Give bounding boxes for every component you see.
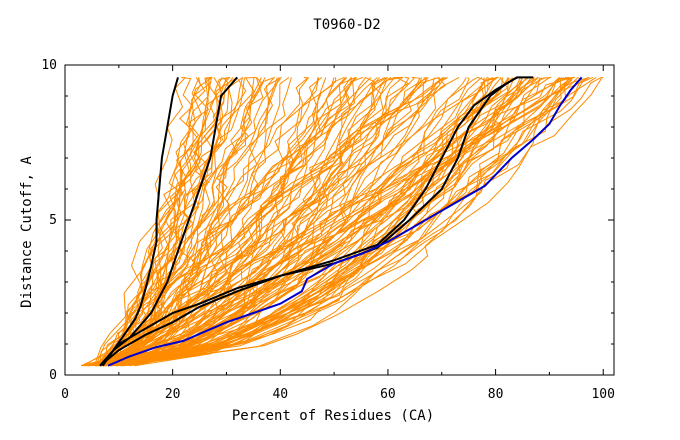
background-model-line <box>89 77 561 367</box>
y-tick-label: 0 <box>49 368 57 383</box>
x-tick-label: 80 <box>488 387 504 402</box>
x-tick-label: 20 <box>165 387 181 402</box>
background-model-line <box>83 76 440 367</box>
x-axis-label: Percent of Residues (CA) <box>232 408 434 424</box>
background-model-line <box>101 77 201 367</box>
background-model-line <box>119 77 564 367</box>
background-model-line <box>86 77 539 367</box>
background-model-line <box>112 76 244 366</box>
y-tick-label: 5 <box>49 213 57 228</box>
background-model-line <box>93 76 448 367</box>
background-model-line <box>115 77 571 367</box>
background-model-line <box>130 76 275 366</box>
background-model-line <box>96 77 380 367</box>
background-model-line <box>119 77 422 367</box>
background-model-line <box>101 77 278 367</box>
plot-background <box>80 76 604 367</box>
y-axis-label: Distance Cutoff, A <box>19 156 35 308</box>
background-model-line <box>92 77 266 367</box>
background-model-line <box>123 76 552 367</box>
background-model-line <box>88 76 576 367</box>
background-model-line <box>116 77 247 366</box>
background-model-line <box>88 77 309 367</box>
highlight-series-line <box>99 76 534 367</box>
background-model-line <box>95 76 499 367</box>
y-tick-label: 10 <box>41 58 57 73</box>
background-model-line <box>97 76 310 367</box>
background-model-line <box>88 77 428 367</box>
background-model-line <box>100 77 445 366</box>
background-model-line <box>108 77 264 367</box>
background-model-line <box>119 77 228 367</box>
background-model-line <box>123 77 327 367</box>
series-layer <box>99 76 583 367</box>
background-model-line <box>95 77 358 367</box>
chart-title: T0960-D2 <box>313 17 380 33</box>
background-model-line <box>128 77 392 367</box>
highlight-series-line <box>99 76 518 367</box>
x-tick-label: 60 <box>380 387 396 402</box>
background-model-line <box>87 77 352 367</box>
background-model-line <box>96 76 602 367</box>
background-model-line <box>97 76 604 367</box>
background-model-line <box>113 77 243 366</box>
background-model-line <box>118 77 211 366</box>
background-model-line <box>85 76 573 367</box>
background-model-line <box>127 76 396 366</box>
highlight-series-line <box>101 77 179 367</box>
background-model-line <box>103 77 416 367</box>
background-model-line <box>130 77 281 366</box>
x-tick-label: 40 <box>272 387 288 402</box>
x-tick-label: 0 <box>61 387 69 402</box>
x-tick-label: 100 <box>591 387 614 402</box>
background-model-line <box>95 76 402 367</box>
background-model-line <box>129 76 421 367</box>
axis-ticks <box>64 64 614 376</box>
background-model-line <box>129 76 364 367</box>
background-model-line <box>95 76 257 367</box>
background-model-line <box>105 76 594 367</box>
background-model-line <box>108 76 597 367</box>
background-model-line <box>108 77 319 367</box>
tick-labels: 0 20 40 60 80 100 0 5 10 <box>41 58 615 402</box>
background-model-line <box>120 77 509 367</box>
background-model-line <box>98 76 590 367</box>
background-model-line <box>80 76 447 367</box>
background-model-line <box>113 77 523 367</box>
reference-series-line <box>107 76 583 367</box>
background-model-line <box>124 77 447 367</box>
